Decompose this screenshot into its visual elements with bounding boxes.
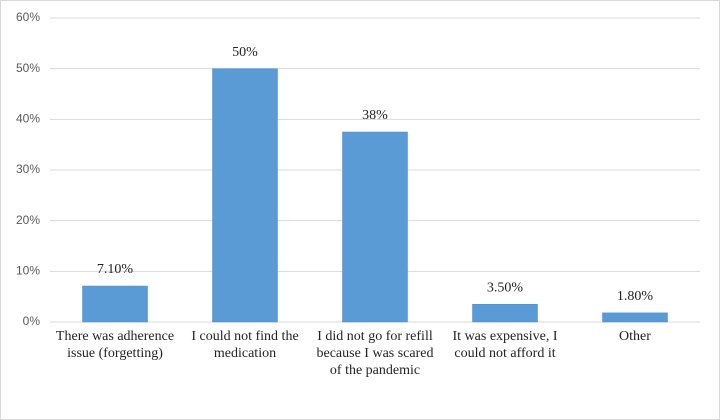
x-tick-label: I did not go for refill because I was sc… [316, 329, 434, 378]
value-label: 38% [362, 108, 388, 123]
x-tick-label: Other [619, 329, 651, 344]
bar [212, 68, 278, 323]
value-label: 1.80% [617, 289, 654, 304]
x-tick-label: There was adherence issue (forgetting) [55, 329, 175, 361]
value-label: 50% [232, 45, 258, 60]
y-tick-label: 20% [16, 213, 40, 227]
y-tick-label: 30% [16, 162, 40, 176]
bar [82, 285, 148, 323]
y-tick-label: 50% [16, 61, 40, 75]
x-tick-label: I could not find the medication [191, 329, 299, 361]
value-label: 3.50% [487, 280, 524, 295]
value-label: 7.10% [97, 262, 134, 277]
bar [472, 304, 538, 323]
y-tick-label: 60% [16, 10, 40, 24]
bar [602, 312, 668, 323]
y-tick-label: 10% [16, 264, 40, 278]
x-tick-label: It was expensive, I could not afford it [452, 329, 558, 361]
y-tick-label: 0% [23, 314, 41, 328]
y-tick-label: 40% [16, 112, 40, 126]
bar [342, 131, 408, 323]
